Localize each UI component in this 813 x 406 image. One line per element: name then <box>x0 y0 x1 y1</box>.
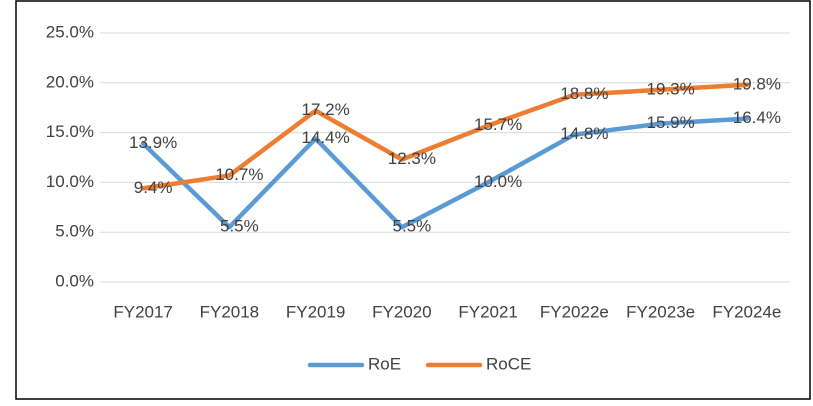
x-tick-label: FY2019 <box>286 302 346 321</box>
data-label: 14.8% <box>560 124 608 143</box>
line-series <box>140 82 750 191</box>
data-label: 5.5% <box>220 217 259 236</box>
data-label: 14.4% <box>302 128 350 147</box>
x-tick-label: FY2023e <box>626 302 695 321</box>
legend-label: RoCE <box>486 354 531 373</box>
y-tick-label: 20.0% <box>46 72 94 91</box>
x-tick-label: FY2017 <box>113 302 173 321</box>
y-tick-label: 25.0% <box>46 22 94 41</box>
x-tick-label: FY2018 <box>200 302 260 321</box>
x-tick-label: FY2024e <box>712 302 781 321</box>
data-label: 19.8% <box>733 74 781 93</box>
y-tick-label: 0.0% <box>55 271 94 290</box>
data-label: 15.9% <box>647 113 695 132</box>
line-series <box>140 116 750 230</box>
data-label: 17.2% <box>302 100 350 119</box>
data-label: 10.0% <box>474 172 522 191</box>
data-label: 15.7% <box>474 115 522 134</box>
data-label: 5.5% <box>393 217 432 236</box>
x-tick-label: FY2021 <box>458 302 518 321</box>
data-label: 19.3% <box>647 79 695 98</box>
data-label: 9.4% <box>134 178 173 197</box>
data-label: 10.7% <box>215 165 263 184</box>
y-tick-label: 10.0% <box>46 172 94 191</box>
y-tick-label: 15.0% <box>46 122 94 141</box>
x-tick-label: FY2022e <box>540 302 609 321</box>
data-label: 12.3% <box>388 149 436 168</box>
data-label: 18.8% <box>560 84 608 103</box>
x-tick-label: FY2020 <box>372 302 432 321</box>
data-label: 16.4% <box>733 108 781 127</box>
data-label: 13.9% <box>129 133 177 152</box>
legend-label: RoE <box>368 354 401 373</box>
chart-frame <box>15 0 811 400</box>
y-tick-label: 5.0% <box>55 222 94 241</box>
